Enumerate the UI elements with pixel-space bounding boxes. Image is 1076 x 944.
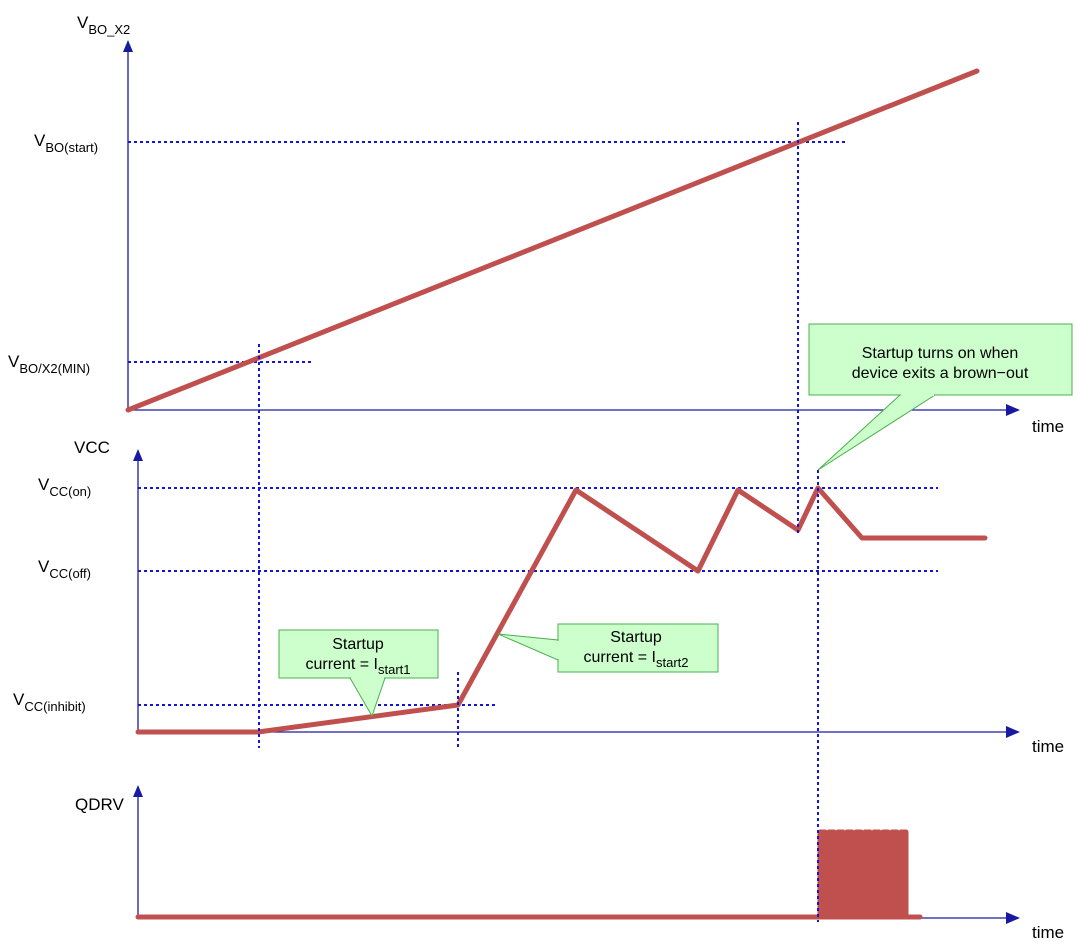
callout-istart1: Startup current = Istart1: [278, 629, 439, 718]
callout-istart2-pointer: [497, 633, 559, 661]
level-label-vcc-off: VCC(off): [38, 557, 91, 581]
callout-brownout-pointer: [817, 394, 937, 471]
level-label-vcc-inhibit: VCC(inhibit): [13, 690, 86, 714]
level-label-vcc-on: VCC(on): [38, 475, 91, 499]
top-x-axis-label: time: [1032, 417, 1064, 436]
callout-brownout-line2: device exits a brown−out: [852, 365, 1029, 382]
callout-istart1-box: [278, 629, 439, 679]
level-label-vbo-min: VBO/X2(MIN): [8, 352, 90, 376]
middle-y-axis-arrowhead: [133, 449, 143, 461]
timing-markers: [258, 122, 819, 922]
callout-istart2-line2: current = Istart2: [584, 649, 689, 670]
bottom-x-axis-label: time: [1032, 923, 1064, 942]
callout-istart1-pointer: [349, 677, 386, 718]
middle-x-axis-arrowhead: [1006, 726, 1020, 738]
top-y-axis-label: VBO_X2: [77, 13, 130, 37]
bottom-y-axis-arrowhead: [133, 785, 143, 797]
level-label-vbo-start: VBO(start): [34, 131, 98, 155]
callout-istart2: Startup current = Istart2: [497, 623, 719, 673]
middle-panel: VCC time VCC(on) VCC(off) VCC(inhibit): [13, 438, 1064, 756]
bottom-panel: QDRV time: [75, 785, 1064, 942]
top-x-axis-arrowhead: [1006, 404, 1020, 416]
middle-y-axis-label: VCC: [74, 438, 110, 457]
top-panel: VBO_X2 time VBO(start) VBO/X2(MIN): [8, 13, 1064, 436]
callout-brownout-box: [808, 323, 1073, 396]
callout-brownout-line1: Startup turns on when: [862, 345, 1019, 362]
callout-istart2-box: [557, 623, 719, 673]
callout-istart1-line1: Startup: [332, 636, 384, 653]
bottom-y-axis-label: QDRV: [75, 795, 124, 814]
qdrv-pulses: [817, 829, 909, 920]
qdrv-pulse-train: [817, 829, 909, 920]
vcc-trace: [135, 485, 988, 735]
callout-istart2-line1: Startup: [610, 629, 662, 646]
vbo-ramp-trace: [125, 68, 980, 413]
bottom-x-axis-arrowhead: [1006, 912, 1020, 924]
top-y-axis-arrowhead: [123, 40, 133, 52]
callout-istart1-line2: current = Istart1: [306, 656, 411, 677]
callout-brownout: Startup turns on when device exits a bro…: [808, 323, 1073, 471]
middle-x-axis-label: time: [1032, 737, 1064, 756]
